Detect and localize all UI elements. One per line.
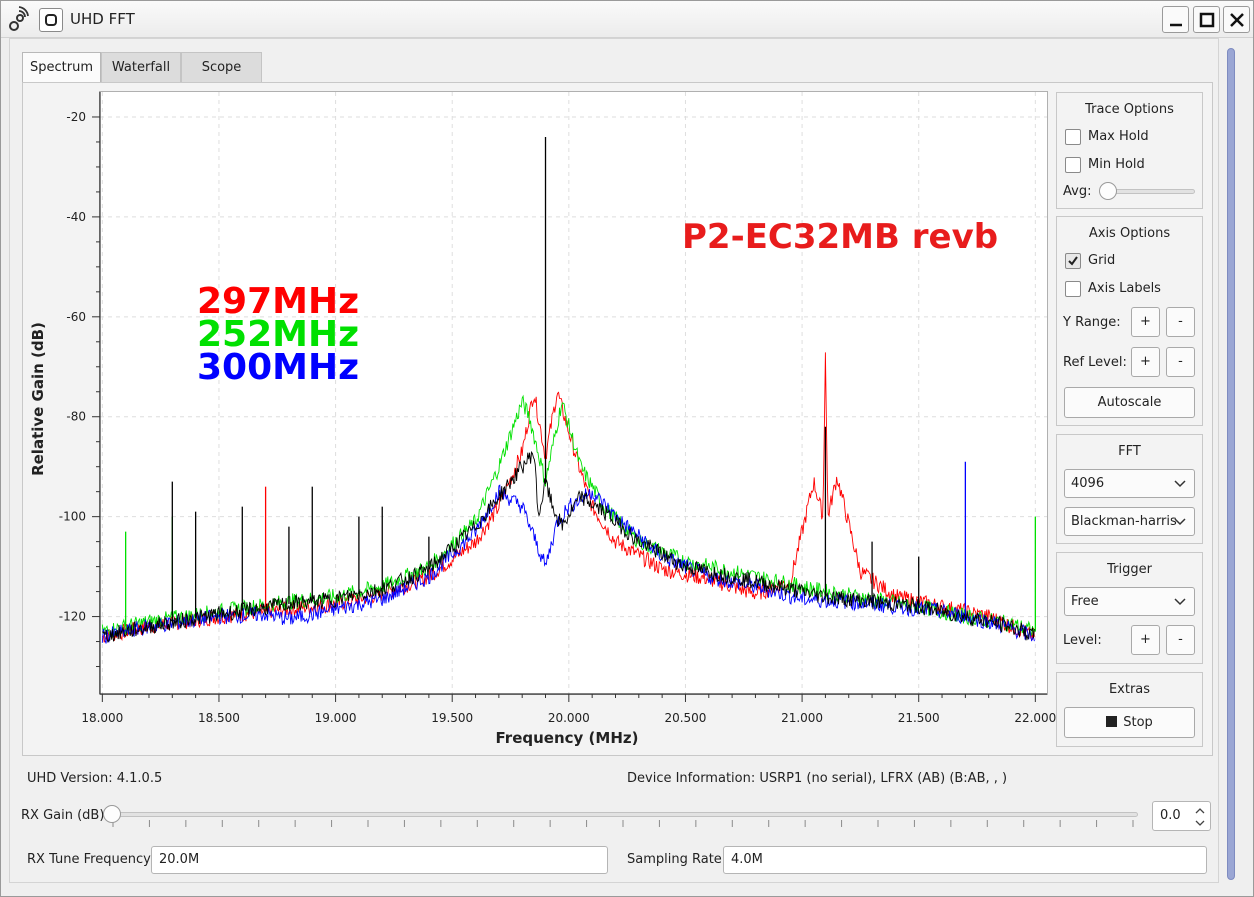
maximize-button[interactable] [1193,6,1220,33]
x-tick-label: 20.500 [664,711,706,725]
x-tick-label: 19.000 [315,711,357,725]
y-tick-label: -80 [66,410,86,424]
trigger-level-minus-button[interactable]: - [1166,625,1195,655]
rx-gain-spinbox[interactable]: 0.0 [1152,801,1211,831]
plot-series [101,136,1036,644]
y-axis-label: Relative Gain (dB) [29,322,47,476]
grid-box[interactable] [1065,253,1081,269]
uhd-version: UHD Version: 4.1.0.5 [27,771,163,786]
x-tick-label: 22.000 [1014,711,1056,725]
trigger-level-plus-button[interactable]: + [1131,625,1160,655]
rx-tune-frequency-label: RX Tune Frequency: [27,852,155,867]
ref-level-plus-button[interactable]: + [1131,347,1160,377]
tab-spectrum[interactable]: Spectrum [22,52,101,83]
stop-label: Stop [1123,715,1153,730]
trigger-mode-select[interactable]: Free [1064,587,1195,616]
window-menu-icon[interactable] [39,8,63,32]
y-tick-label: -40 [66,210,86,224]
y-range-minus-button[interactable]: - [1166,307,1195,337]
x-axis-label: Frequency (MHz) [496,729,639,747]
sampling-rate-label: Sampling Rate: [627,852,727,867]
avg-label: Avg: [1063,184,1092,199]
fft-size-select[interactable]: 4096 [1064,469,1195,498]
axis-labels-label: Axis Labels [1088,281,1161,296]
max-hold-label: Max Hold [1088,129,1149,144]
spin-up-icon[interactable] [1195,808,1205,814]
app-icon [9,6,29,31]
ref-level-minus-button[interactable]: - [1166,347,1195,377]
trace-options-group: Trace Options Max Hold Min Hold Avg: [1056,92,1203,209]
trigger-mode-value: Free [1071,594,1099,609]
extras-title: Extras [1108,682,1151,697]
stop-icon [1106,716,1118,727]
y-range-plus-button[interactable]: + [1131,307,1160,337]
extras-group: Extras Stop [1056,672,1203,747]
device-info: Device Information: USRP1 (no serial), L… [627,771,1008,786]
x-tick-label: 18.000 [81,711,123,725]
chevron-down-icon [1174,518,1186,526]
x-tick-label: 21.500 [898,711,940,725]
x-tick-label: 18.500 [198,711,240,725]
axis-options-title: Axis Options [1088,226,1171,241]
trigger-level-label: Level: [1063,633,1102,648]
tab-scope[interactable]: Scope [181,52,262,82]
fft-window-value: Blackman-harris [1071,514,1177,529]
rx-gain-label: RX Gain (dB) [21,808,105,823]
ref-level-label: Ref Level: [1063,355,1127,370]
spectrum-plot-area[interactable] [99,91,1048,695]
fft-group: FFT 4096 Blackman-harris [1056,434,1203,544]
trace-options-title: Trace Options [1085,102,1174,117]
plot-title-overlay: P2-EC32MB revb [682,217,998,257]
title-bar: UHD FFT [1,1,1253,38]
sampling-rate-input[interactable]: 4.0M [723,846,1207,874]
stop-button[interactable]: Stop [1064,707,1195,738]
minimize-button[interactable] [1162,6,1189,33]
plot-axes: -20 -40 -60 -80 -100 -120 18.000 18.500 19.000 19… [59,92,1056,725]
axis-labels-box[interactable] [1065,281,1081,297]
x-tick-label: 19.500 [431,711,473,725]
autoscale-button[interactable]: Autoscale [1064,387,1195,418]
scrollbar-thumb[interactable] [1227,48,1235,880]
avg-slider-handle[interactable] [1099,182,1117,200]
rx-tune-frequency-input[interactable]: 20.0M [151,846,608,874]
fft-size-value: 4096 [1071,476,1105,491]
y-tick-label: -120 [59,610,86,624]
check-icon [1068,256,1078,266]
plot-grid [100,92,1047,694]
rx-gain-slider-handle[interactable] [103,805,121,823]
chevron-down-icon [1174,598,1186,606]
y-tick-label: -60 [66,310,86,324]
fft-title: FFT [1118,444,1141,459]
x-tick-label: 21.000 [781,711,823,725]
y-tick-label: -100 [59,510,86,524]
axis-options-group: Axis Options Grid Axis Labels Y Range: +… [1056,216,1203,426]
series-line-2 [101,484,1035,644]
min-hold-box[interactable] [1065,157,1081,173]
trigger-group: Trigger Free Level: + - [1056,552,1203,664]
spectrum-chart: -20 -40 -60 -80 -100 -120 18.000 18.500 19.000 19… [29,92,1056,747]
legend-entry-252mhz: 252MHz [197,314,359,355]
x-tick-label: 20.000 [548,711,590,725]
rx-gain-slider-ticks [112,820,1134,827]
tab-waterfall[interactable]: Waterfall [101,52,181,82]
trigger-title: Trigger [1107,562,1152,577]
legend-entry-297mhz: 297MHz [197,281,359,322]
rx-gain-value: 0.0 [1160,808,1181,823]
legend-entry-300mhz: 300MHz [197,347,359,388]
close-button[interactable] [1223,6,1250,33]
max-hold-box[interactable] [1065,129,1081,145]
rx-gain-slider-track[interactable] [112,812,1138,817]
y-tick-label: -20 [66,110,86,124]
spin-down-icon[interactable] [1195,820,1205,826]
min-hold-label: Min Hold [1088,157,1145,172]
y-range-label: Y Range: [1063,315,1121,330]
window-title: UHD FFT [70,10,135,28]
series-line-3 [101,450,1035,643]
fft-window-select[interactable]: Blackman-harris [1064,507,1195,536]
chevron-down-icon [1174,480,1186,488]
grid-label: Grid [1088,253,1116,268]
